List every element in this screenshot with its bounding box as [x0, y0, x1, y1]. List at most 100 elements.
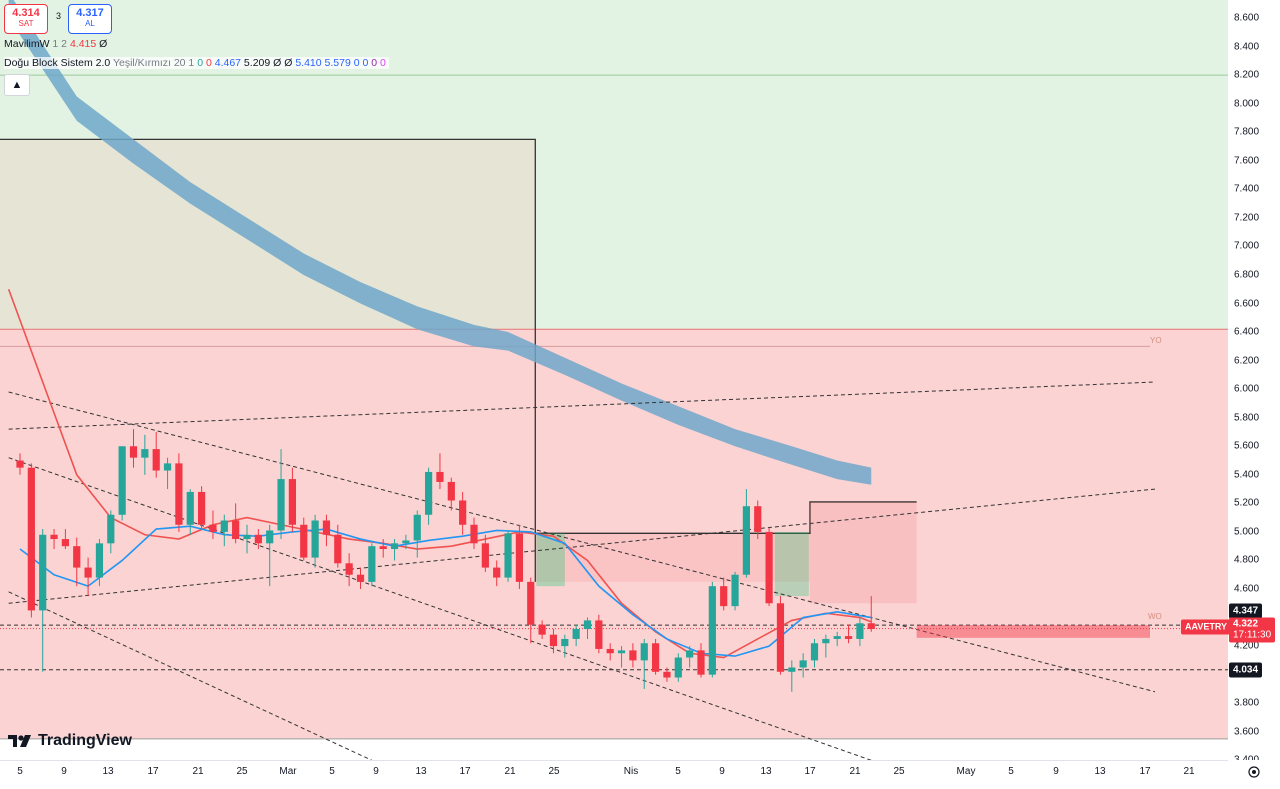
candle-body: [799, 660, 807, 668]
candle-body: [266, 530, 274, 544]
trend-curve: [7, 288, 872, 659]
last-price-badge: 4.322 17:11:30: [1229, 617, 1276, 643]
candle-body: [368, 546, 376, 582]
green-block-2: [774, 531, 809, 597]
candle-body: [73, 546, 81, 568]
indicator-name: MavilimW: [4, 38, 50, 50]
indicator-params: Yeşil/Kırmızı 20 1: [112, 57, 195, 69]
candle-body: [186, 491, 194, 525]
candle-body: [686, 650, 694, 658]
x-tick-label: 9: [1053, 766, 1059, 777]
candle-body: [776, 603, 785, 672]
yo-label: YO: [1150, 336, 1162, 345]
candle-body: [152, 449, 160, 471]
price-axis[interactable]: 8.600 8.400 8.200 8.000 7.800 7.600 7.400 7.200…: [1228, 0, 1280, 766]
indicator-mavilim[interactable]: MavilimW 1 2 4.415 Ø: [4, 38, 107, 50]
x-tick-label: 13: [415, 766, 427, 777]
y-tick-label: 7.800: [1234, 126, 1260, 138]
candle-body: [141, 449, 149, 458]
tradingview-icon: [8, 735, 31, 747]
x-tick-label: 25: [236, 766, 248, 777]
x-tick-label: 17: [1139, 766, 1151, 777]
candle-body: [50, 534, 58, 540]
y-tick-label: 6.000: [1234, 383, 1260, 395]
candle-body: [413, 514, 421, 541]
indicator-eye: Ø: [99, 38, 108, 50]
indicator-value: 5.410: [292, 57, 322, 69]
candle-body: [322, 520, 331, 535]
settings-icon[interactable]: [1228, 760, 1280, 784]
candle-body: [107, 514, 115, 544]
candle-body: [447, 481, 455, 501]
y-tick-label: 7.400: [1234, 183, 1260, 195]
candle-body: [742, 506, 750, 575]
candle-body: [254, 534, 262, 544]
candle-body: [481, 543, 489, 568]
candle-body: [470, 524, 478, 544]
candle-body: [95, 543, 104, 578]
candle-body: [300, 524, 308, 558]
trend-line-1: [8, 488, 1156, 604]
indicator-dogu-block[interactable]: Doğu Block Sistem 2.0 Yeşil/Kırmızı 20 1…: [4, 57, 389, 69]
y-tick-label: 6.600: [1234, 298, 1260, 309]
candle-body: [788, 667, 796, 672]
chart-plot-area[interactable]: [0, 0, 1228, 760]
tradingview-logo[interactable]: TradingView: [8, 732, 132, 750]
symbol-badge: AAVETRY: [1181, 619, 1232, 635]
block-box-outline: [535, 501, 917, 534]
time-axis[interactable]: 5 9 13 17 21 25 Mar 5 9 13 17 21 25 Nis 5 9 13 17 21 25 May 5…: [0, 760, 1228, 785]
y-tick-label: 8.600: [1234, 12, 1260, 24]
indicator-values: 0 0 4.467 5.209 Ø Ø 5.410 5.579 0 0 0 0: [197, 57, 386, 69]
candlestick-chart[interactable]: [0, 0, 1228, 760]
candle-body: [39, 534, 47, 611]
candle-body: [754, 506, 762, 532]
y-tick-label: 5.000: [1234, 526, 1260, 538]
y-tick-label: 8.400: [1234, 41, 1260, 53]
candle-body: [810, 643, 819, 661]
candle-countdown: 17:11:30: [1233, 629, 1272, 641]
chevron-up-icon: ▲: [11, 79, 23, 91]
indicator-value: 5.209: [241, 57, 271, 69]
buy-button[interactable]: 4.317 AL: [68, 4, 112, 34]
indicator-value: 0: [359, 57, 369, 69]
trend-line-0: [8, 381, 1156, 430]
sell-button[interactable]: 4.314 SAT: [4, 4, 48, 34]
legend-collapse-button[interactable]: ▲: [4, 74, 30, 96]
candle-body: [538, 624, 546, 635]
x-tick-label: 5: [329, 766, 335, 777]
y-tick-label: 5.600: [1234, 440, 1260, 452]
candle-body: [402, 540, 410, 544]
candle-body: [425, 471, 433, 515]
indicator-name: Doğu Block Sistem 2.0: [4, 57, 111, 69]
tradingview-wordmark: TradingView: [38, 732, 132, 749]
candle-body: [572, 628, 580, 639]
y-tick-label: 8.000: [1234, 98, 1260, 110]
candle-body: [720, 586, 728, 607]
candle-body: [163, 463, 172, 471]
y-tick-label: 6.800: [1234, 269, 1260, 281]
candle-body: [209, 524, 217, 532]
sell-label: SAT: [18, 19, 34, 28]
candle-body: [629, 650, 637, 661]
y-tick-label: 3.600: [1234, 726, 1260, 738]
y-tick-label: 8.200: [1234, 69, 1260, 81]
wo-zone: [916, 625, 1150, 638]
lower-price-badge: 4.034: [1229, 662, 1263, 678]
y-tick-label: 4.800: [1234, 554, 1260, 566]
candle-body: [379, 546, 387, 550]
candle-body: [527, 581, 535, 625]
x-tick-label: 5: [675, 766, 681, 777]
x-tick-label: 25: [893, 766, 905, 777]
candle-body: [595, 620, 603, 649]
indicator-value: Ø: [270, 57, 282, 69]
candle-body: [663, 671, 671, 678]
green-zone: [0, 0, 1228, 330]
x-tick-label: 21: [504, 766, 516, 777]
x-tick-label: 21: [192, 766, 204, 777]
candle-body: [84, 567, 92, 578]
candle-body: [652, 643, 660, 672]
indicator-value: Ø: [281, 57, 293, 69]
candle-body: [674, 657, 682, 678]
settings-corner[interactable]: [1228, 760, 1280, 784]
indicator-value: 0: [350, 57, 360, 69]
